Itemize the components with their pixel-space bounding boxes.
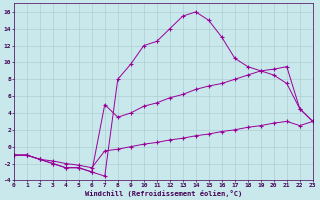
- X-axis label: Windchill (Refroidissement éolien,°C): Windchill (Refroidissement éolien,°C): [84, 190, 242, 197]
